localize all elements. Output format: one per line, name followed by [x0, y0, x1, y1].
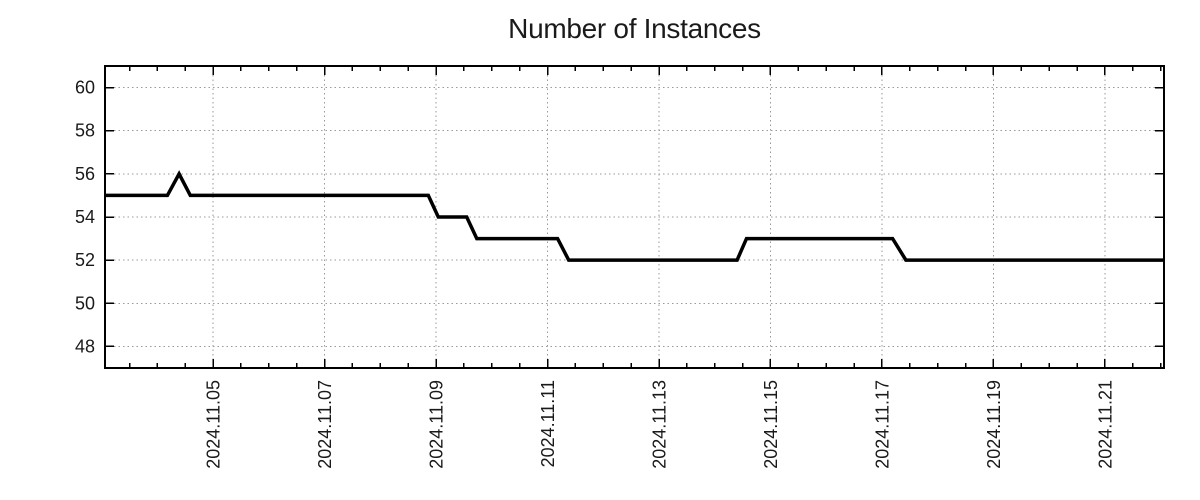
y-tick-label: 52	[75, 250, 95, 270]
chart-title: Number of Instances	[508, 13, 761, 44]
x-tick-label: 2024.11.21	[1095, 380, 1115, 469]
x-tick-label: 2024.11.15	[761, 380, 781, 469]
x-tick-label: 2024.11.13	[650, 380, 670, 469]
x-tick-label: 2024.11.17	[872, 380, 892, 469]
plot-frame	[104, 65, 1165, 369]
x-tick-label: 2024.11.05	[204, 380, 224, 469]
y-tick-label: 58	[75, 121, 95, 141]
series-line-instances	[105, 170, 1164, 262]
y-tick-label: 54	[75, 207, 95, 227]
x-tick-label: 2024.11.19	[984, 380, 1004, 469]
y-tick-label: 56	[75, 164, 95, 184]
x-tick-label: 2024.11.11	[538, 380, 558, 467]
y-tick-label: 48	[75, 336, 95, 356]
x-tick-label: 2024.11.09	[427, 380, 447, 469]
x-tick-label: 2024.11.07	[315, 380, 335, 469]
y-tick-label: 60	[75, 78, 95, 98]
y-tick-label: 50	[75, 293, 95, 313]
